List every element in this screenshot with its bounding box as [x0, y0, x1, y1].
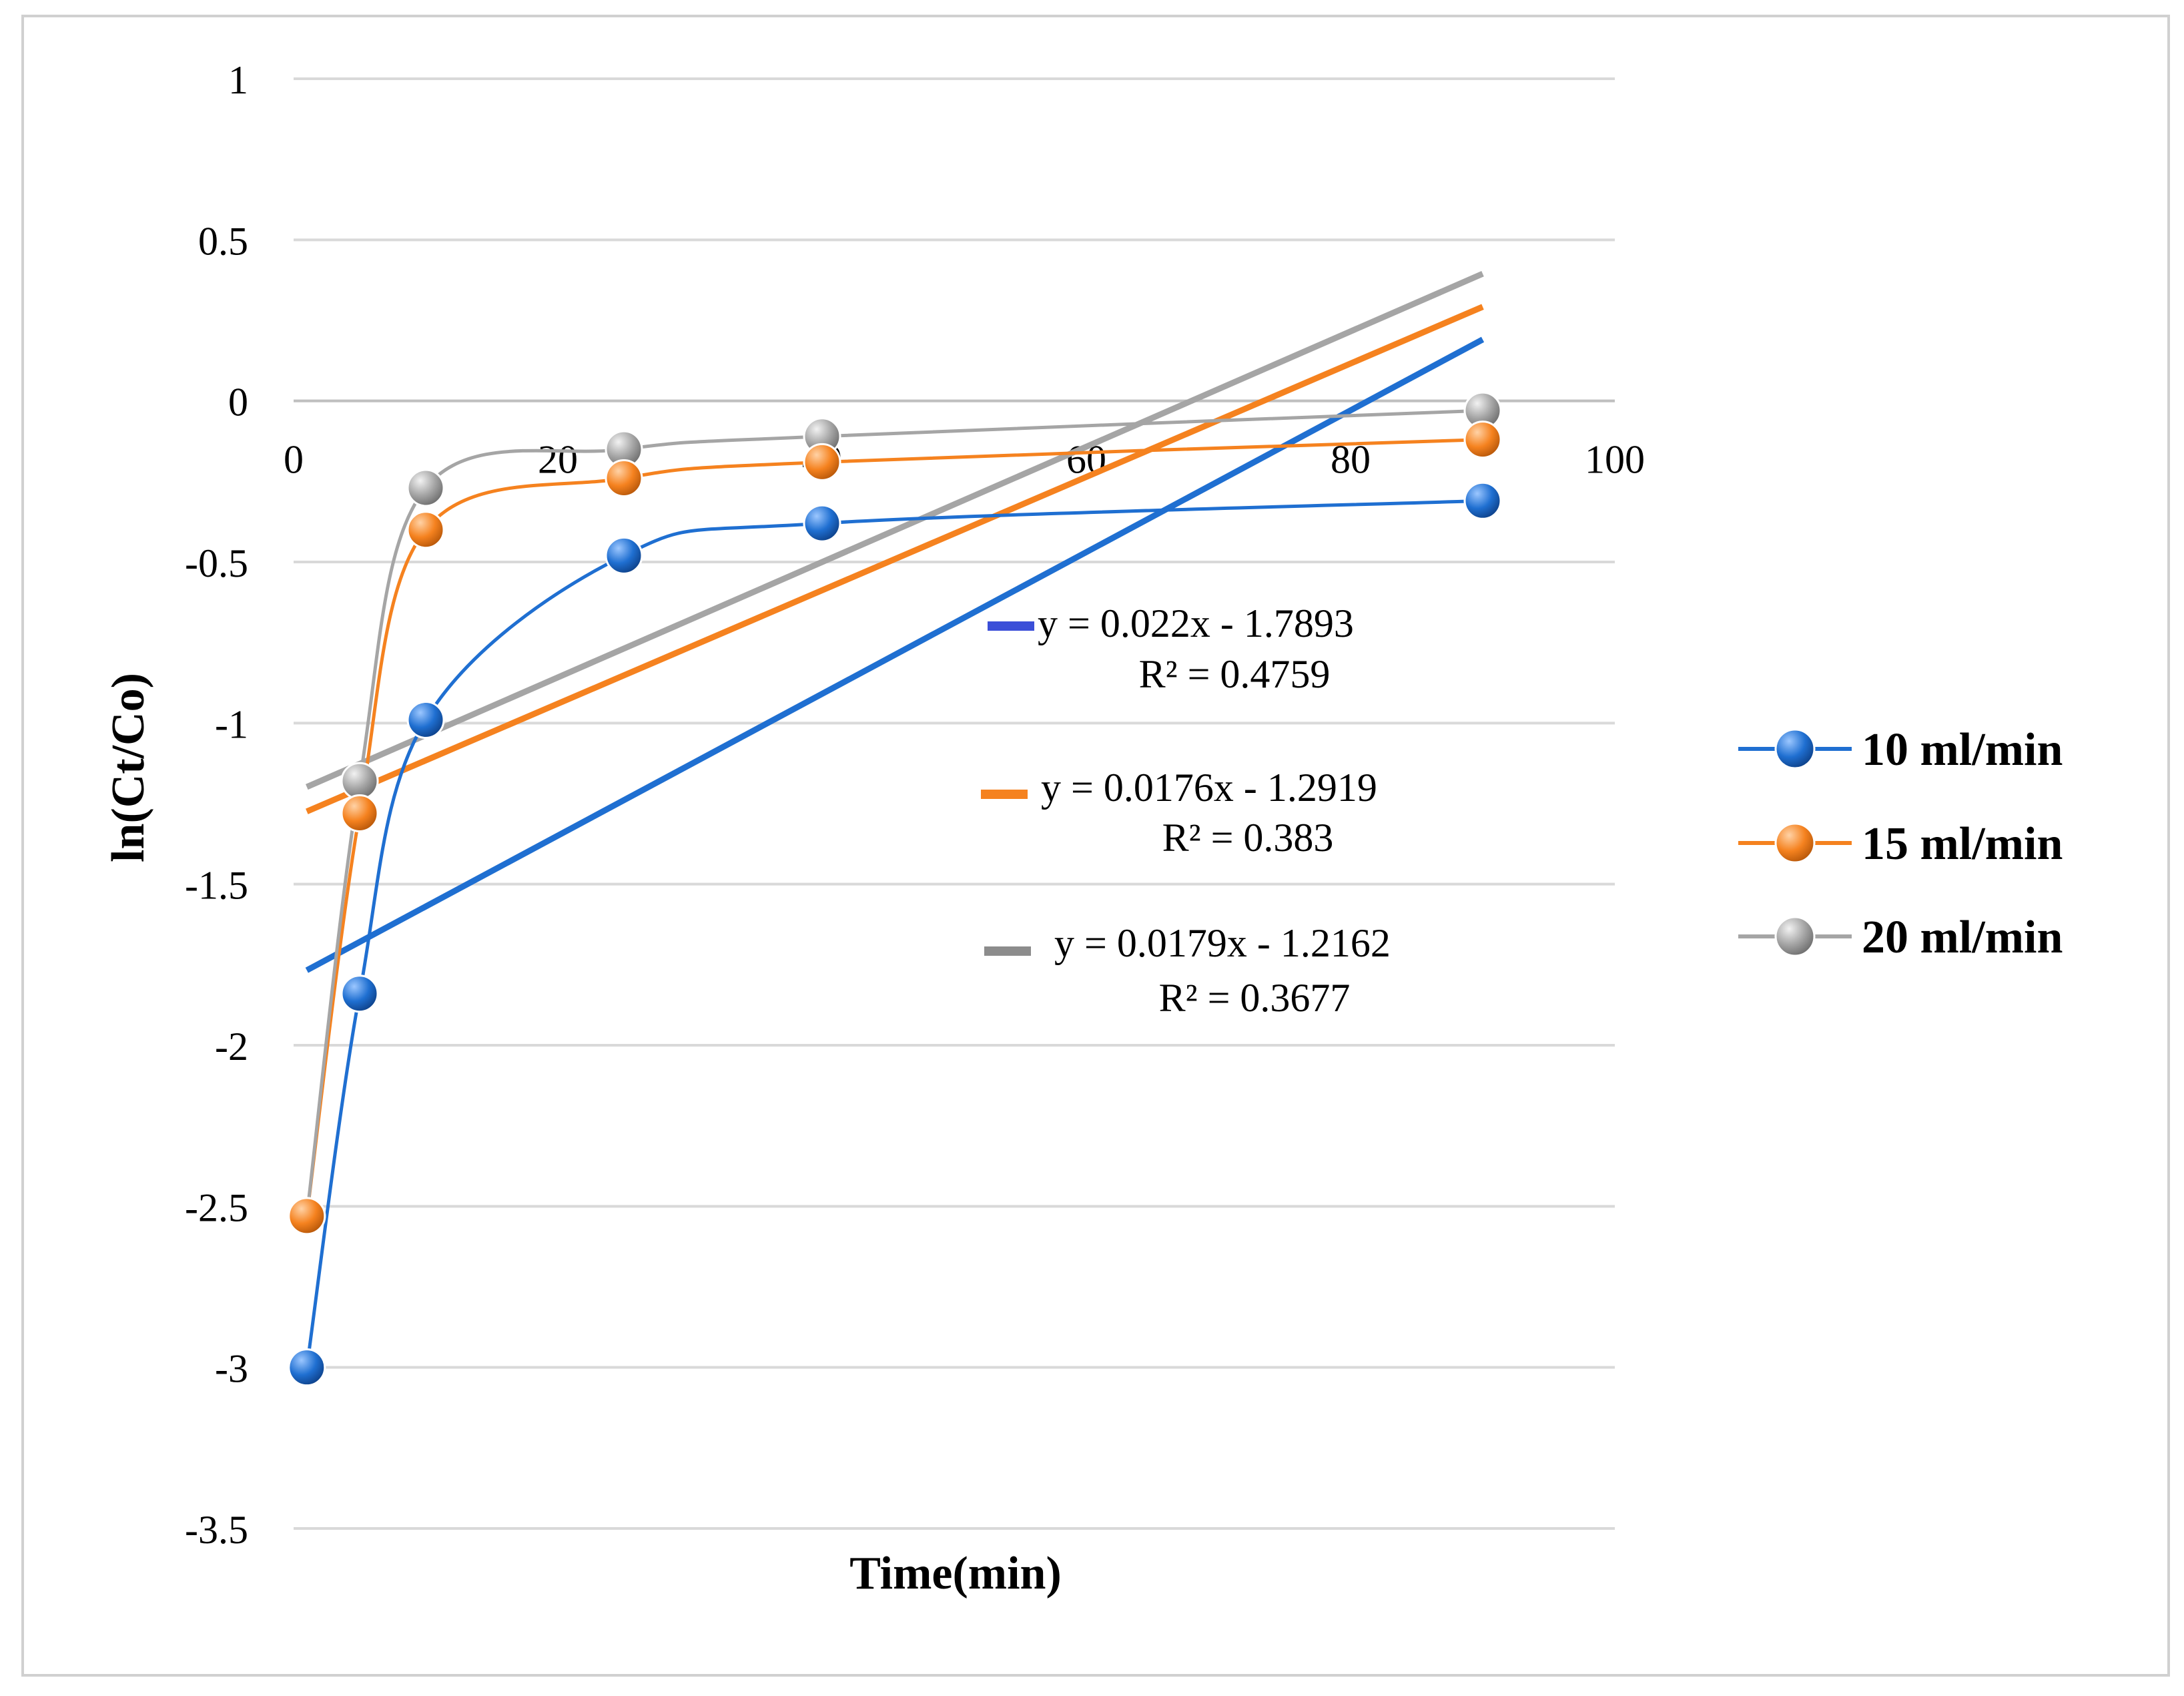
trendline-r-squared: R² = 0.383	[1162, 816, 1334, 860]
data-point-series-2	[288, 1197, 326, 1235]
axes: 10.50-0.5-1-1.5-2-2.5-3-3.5020406080100	[185, 58, 1645, 1552]
y-tick-label: -3.5	[185, 1508, 248, 1552]
legend-label-series-1: 10 ml/min	[1862, 724, 2063, 776]
data-point-series-2	[605, 459, 643, 498]
y-tick-label: 0.5	[198, 219, 248, 263]
data-point-series-1	[340, 974, 379, 1013]
trendline-equation: y = 0.0176x - 1.2919	[1041, 766, 1377, 810]
y-axis-title: ln(Ct/Co)	[103, 673, 154, 862]
curve-series-1	[305, 499, 1483, 1368]
data-point-series-1	[803, 504, 841, 543]
y-tick-label: 0	[228, 380, 248, 425]
data-point-series-1	[605, 536, 643, 575]
legend-marker-series-1	[1774, 728, 1816, 770]
data-point-series-3	[340, 762, 379, 800]
y-tick-label: -3	[215, 1347, 248, 1391]
curve-series-2	[305, 438, 1483, 1217]
data-point-series-2	[406, 511, 445, 549]
data-point-series-1	[406, 701, 445, 740]
y-tick-label: -1	[215, 702, 248, 746]
trendline-equations: y = 0.022x - 1.7893 R² = 0.4759 y = 0.0176…	[981, 601, 1391, 1020]
series-curves	[305, 408, 1483, 1368]
data-point-series-3	[406, 469, 445, 507]
legend-marker-series-2	[1774, 822, 1816, 864]
trendline-series-3	[306, 270, 1484, 790]
x-tick-label: 20	[538, 438, 578, 482]
x-axis-title: Time(min)	[849, 1548, 1062, 1599]
trendline-equation: y = 0.022x - 1.7893	[1038, 601, 1354, 645]
data-point-series-2	[340, 794, 379, 832]
trendline-equation: y = 0.0179x - 1.2162	[1054, 921, 1391, 965]
legend-label-series-2: 15 ml/min	[1862, 818, 2063, 870]
x-tick-label: 100	[1585, 438, 1645, 482]
x-tick-label: 0	[284, 438, 304, 482]
legend: 10 ml/min 15 ml/min 20 ml/min	[1738, 724, 2063, 963]
trendline-r-squared: R² = 0.4759	[1139, 652, 1331, 696]
data-point-series-2	[1463, 420, 1502, 459]
data-point-series-1	[1463, 481, 1502, 520]
legend-label-series-3: 20 ml/min	[1862, 912, 2063, 963]
trendline-series-2	[306, 304, 1484, 814]
y-tick-label: -0.5	[185, 541, 248, 585]
curve-series-3	[305, 408, 1483, 1217]
y-tick-label: -2	[215, 1025, 248, 1069]
y-tick-label: 1	[228, 58, 248, 102]
data-point-series-2	[803, 443, 841, 481]
data-point-series-1	[288, 1348, 326, 1387]
chart-frame	[21, 15, 2170, 1677]
y-tick-label: -1.5	[185, 864, 248, 908]
y-tick-label: -2.5	[185, 1185, 248, 1229]
legend-marker-series-3	[1774, 916, 1816, 957]
trendline-r-squared: R² = 0.3677	[1159, 976, 1351, 1020]
data-points	[288, 391, 1502, 1387]
